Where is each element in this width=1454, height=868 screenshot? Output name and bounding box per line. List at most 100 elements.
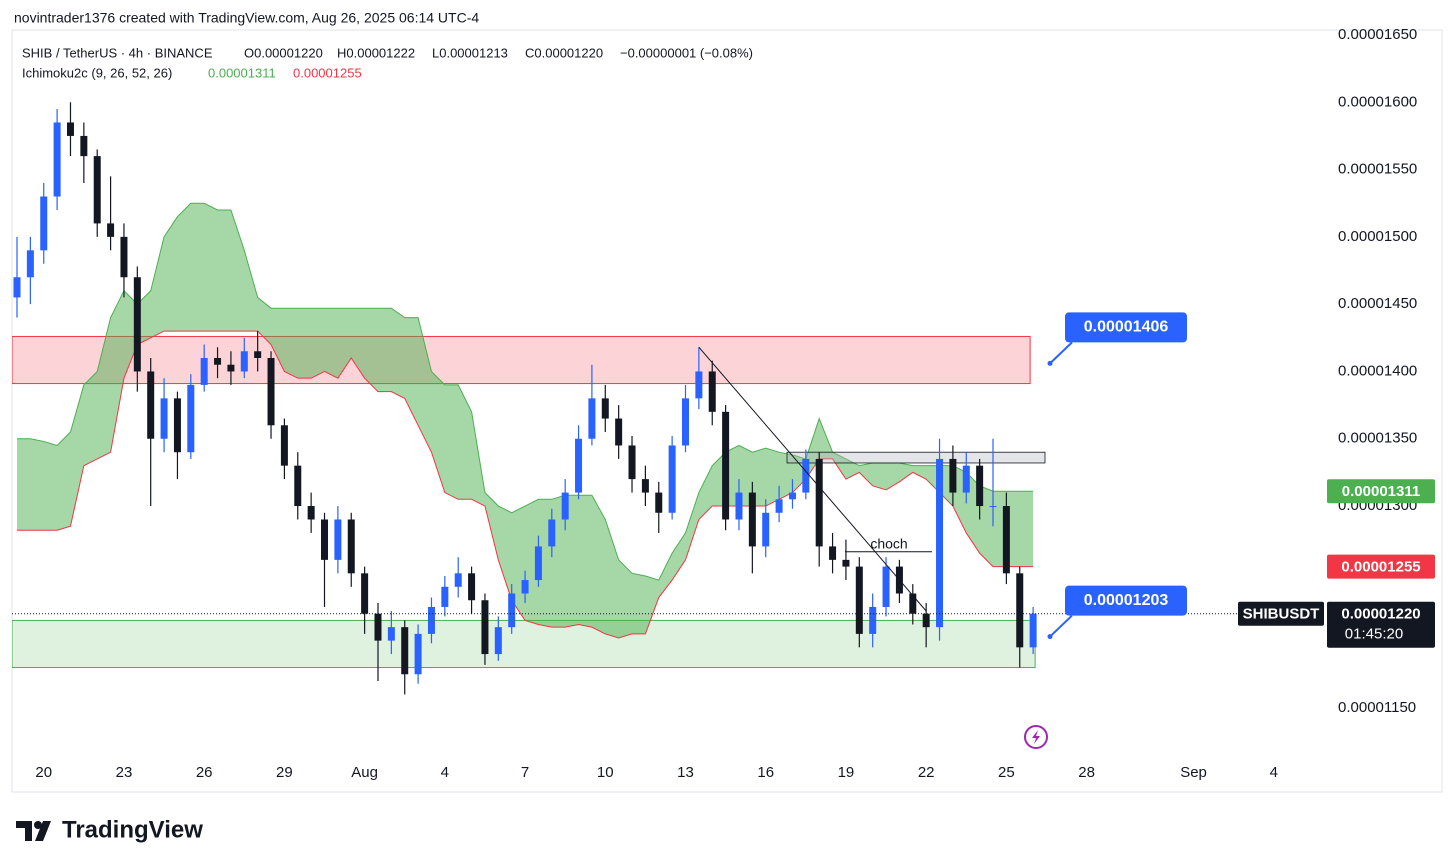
- callout-label: 0.00001203: [1084, 592, 1169, 609]
- countdown: 01:45:20: [1345, 626, 1403, 643]
- x-tick-label: 19: [838, 764, 855, 781]
- candle-body: [1029, 613, 1037, 648]
- plot: choch: [12, 102, 1325, 695]
- indicator-a: 0.00001311: [208, 65, 276, 80]
- indicator-b: 0.00001255: [293, 65, 362, 80]
- candle-body: [722, 411, 730, 520]
- candle-body: [200, 357, 208, 385]
- candle-body: [1016, 573, 1024, 648]
- candle-body: [575, 438, 583, 493]
- x-tick-label: 26: [196, 764, 213, 781]
- candle-body: [93, 156, 101, 224]
- flash-icon[interactable]: [1024, 725, 1048, 749]
- candle-body: [775, 499, 783, 513]
- candle-body: [387, 627, 395, 641]
- candle-body: [762, 512, 770, 547]
- x-tick-label: 4: [441, 764, 449, 781]
- candle-body: [280, 425, 288, 466]
- trendline: [698, 346, 927, 612]
- change-value: −0.00000001 (−0.08%): [620, 45, 753, 60]
- candle-body: [494, 627, 502, 655]
- candle-body: [936, 458, 944, 628]
- callout-box: [1065, 312, 1187, 343]
- candle-body: [735, 492, 743, 520]
- low-value: L0.00001213: [432, 45, 508, 60]
- candle-body: [227, 364, 235, 372]
- span-b-badge: [1327, 554, 1435, 579]
- price-badge: [1327, 601, 1435, 648]
- x-tick-label: 7: [521, 764, 529, 781]
- x-tick-label: 22: [918, 764, 935, 781]
- choch-label: choch: [870, 535, 907, 551]
- candle-body: [294, 465, 302, 507]
- x-tick-label: Aug: [351, 764, 378, 781]
- candle-body: [588, 398, 596, 439]
- y-tick-label: 0.00001500: [1338, 228, 1417, 245]
- candle-body: [347, 519, 355, 574]
- candle-body: [615, 418, 623, 446]
- x-tick-label: 10: [597, 764, 614, 781]
- x-tick-label: 16: [757, 764, 774, 781]
- candle-body: [534, 546, 542, 581]
- price-label: 0.00001220: [1341, 606, 1420, 623]
- span-b-label: 0.00001255: [1341, 559, 1420, 576]
- candle-body: [962, 465, 970, 493]
- span-a-line: [17, 202, 1034, 581]
- candle-body: [829, 546, 837, 560]
- logo: [16, 821, 51, 841]
- zone: [12, 335, 1031, 385]
- candle-body: [13, 277, 21, 298]
- candle-body: [414, 633, 422, 675]
- candle-body: [187, 384, 195, 453]
- candle-body: [548, 519, 556, 547]
- y-tick-label: 0.00001550: [1338, 161, 1417, 178]
- cloud: [17, 203, 1034, 638]
- high-value: H0.00001222: [337, 45, 415, 60]
- candle-body: [334, 519, 342, 560]
- credit: novintrader1376 created with TradingView…: [14, 10, 479, 26]
- candle-body: [240, 351, 248, 372]
- span-a-label: 0.00001311: [1342, 483, 1420, 500]
- candle-body: [66, 122, 74, 136]
- candle-body: [26, 250, 34, 278]
- candle-body: [40, 196, 48, 251]
- candle-body: [481, 600, 489, 655]
- candle-body: [468, 573, 476, 601]
- x-tick-label: 25: [998, 764, 1015, 781]
- candle-body: [254, 351, 262, 358]
- callout-pointer: [1049, 341, 1073, 365]
- y-tick-label: 0.00001350: [1338, 430, 1417, 447]
- symbol-badge: [1238, 601, 1324, 626]
- candle-body: [521, 580, 529, 594]
- close-value: C0.00001220: [525, 45, 603, 60]
- candle-body: [214, 357, 222, 365]
- span-a-badge: [1327, 479, 1435, 504]
- x-tick-label: 28: [1078, 764, 1095, 781]
- callout-label: 0.00001406: [1084, 319, 1169, 336]
- callout-tip: [1047, 360, 1053, 366]
- candle-body: [815, 458, 823, 547]
- x-tick-label: 4: [1270, 764, 1278, 781]
- candle-body: [374, 613, 382, 641]
- candle-body: [655, 492, 663, 513]
- candle-body: [869, 606, 877, 634]
- candle-body: [321, 519, 329, 560]
- zone: [12, 619, 1036, 669]
- candle-body: [147, 371, 155, 439]
- candle-body: [53, 122, 61, 197]
- candle-body: [695, 371, 703, 399]
- x-tick-label: 20: [35, 764, 52, 781]
- candle-body: [1002, 506, 1010, 574]
- candle-body: [668, 445, 676, 513]
- span-b-line: [17, 330, 1034, 639]
- callout-pointer: [1049, 614, 1073, 638]
- symbol-label: SHIBUSDT: [1243, 606, 1320, 623]
- x-tick-label: 29: [276, 764, 293, 781]
- y-tick-label: 0.00001650: [1338, 26, 1417, 43]
- symbol: SHIB / TetherUS · 4h · BINANCE: [22, 45, 213, 60]
- x-tick-label: 13: [677, 764, 694, 781]
- candle-body: [842, 559, 850, 567]
- y-tick-label: 0.00001150: [1338, 699, 1416, 716]
- candle-body: [401, 627, 409, 675]
